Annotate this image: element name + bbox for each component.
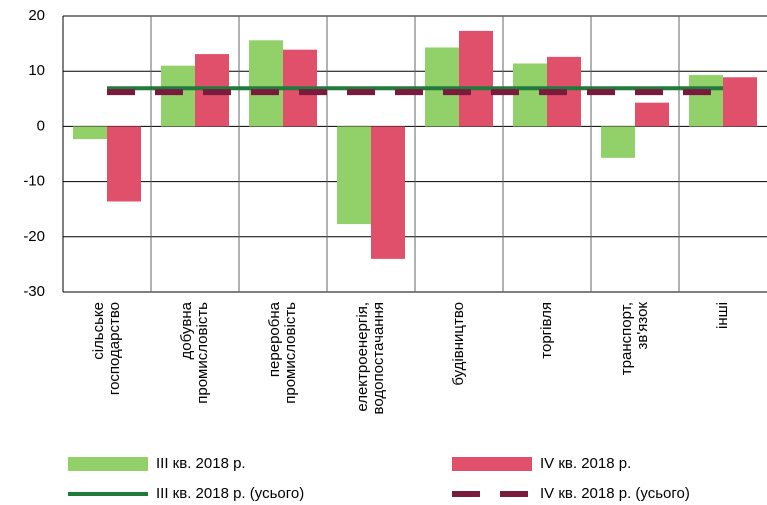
y-tick-label: -10 <box>23 173 45 190</box>
legend-label: IV кв. 2018 р. <box>540 455 631 472</box>
bar <box>73 126 107 140</box>
y-tick-label: -30 <box>23 283 45 300</box>
y-tick-label: -20 <box>23 228 45 245</box>
bar <box>459 30 493 127</box>
x-tick-label: будівництво <box>450 302 467 386</box>
bar <box>689 75 723 127</box>
bar <box>371 126 405 259</box>
legend-swatch <box>68 457 148 471</box>
x-tick-label: зв'язок <box>634 302 651 350</box>
y-tick-label: 0 <box>37 117 45 134</box>
bar <box>249 40 283 127</box>
x-tick-label: промисловість <box>282 302 299 404</box>
bar <box>723 77 757 127</box>
x-tick-label: інші <box>714 302 731 329</box>
bar <box>601 126 635 158</box>
bar <box>107 126 141 202</box>
legend-label: III кв. 2018 р. (усього) <box>156 485 304 502</box>
bar <box>161 65 195 127</box>
legend-swatch <box>452 457 532 471</box>
x-tick-label: господарство <box>106 302 123 395</box>
y-tick-label: 10 <box>28 62 45 79</box>
x-tick-label: електроенергія, <box>354 302 371 412</box>
legend-label: III кв. 2018 р. <box>156 455 246 472</box>
x-tick-label: промисловість <box>194 302 211 404</box>
x-tick-label: транспорт, <box>618 302 635 375</box>
x-tick-label: переробна <box>266 301 283 377</box>
bar <box>337 126 371 225</box>
bar <box>635 102 669 127</box>
legend-label: IV кв. 2018 р. (усього) <box>540 485 690 502</box>
x-tick-label: сільське <box>90 302 107 360</box>
y-tick-label: 20 <box>28 7 45 24</box>
x-tick-label: водопостачання <box>370 302 387 414</box>
x-tick-label: добувна <box>178 301 195 359</box>
x-tick-label: торгівля <box>538 302 555 359</box>
